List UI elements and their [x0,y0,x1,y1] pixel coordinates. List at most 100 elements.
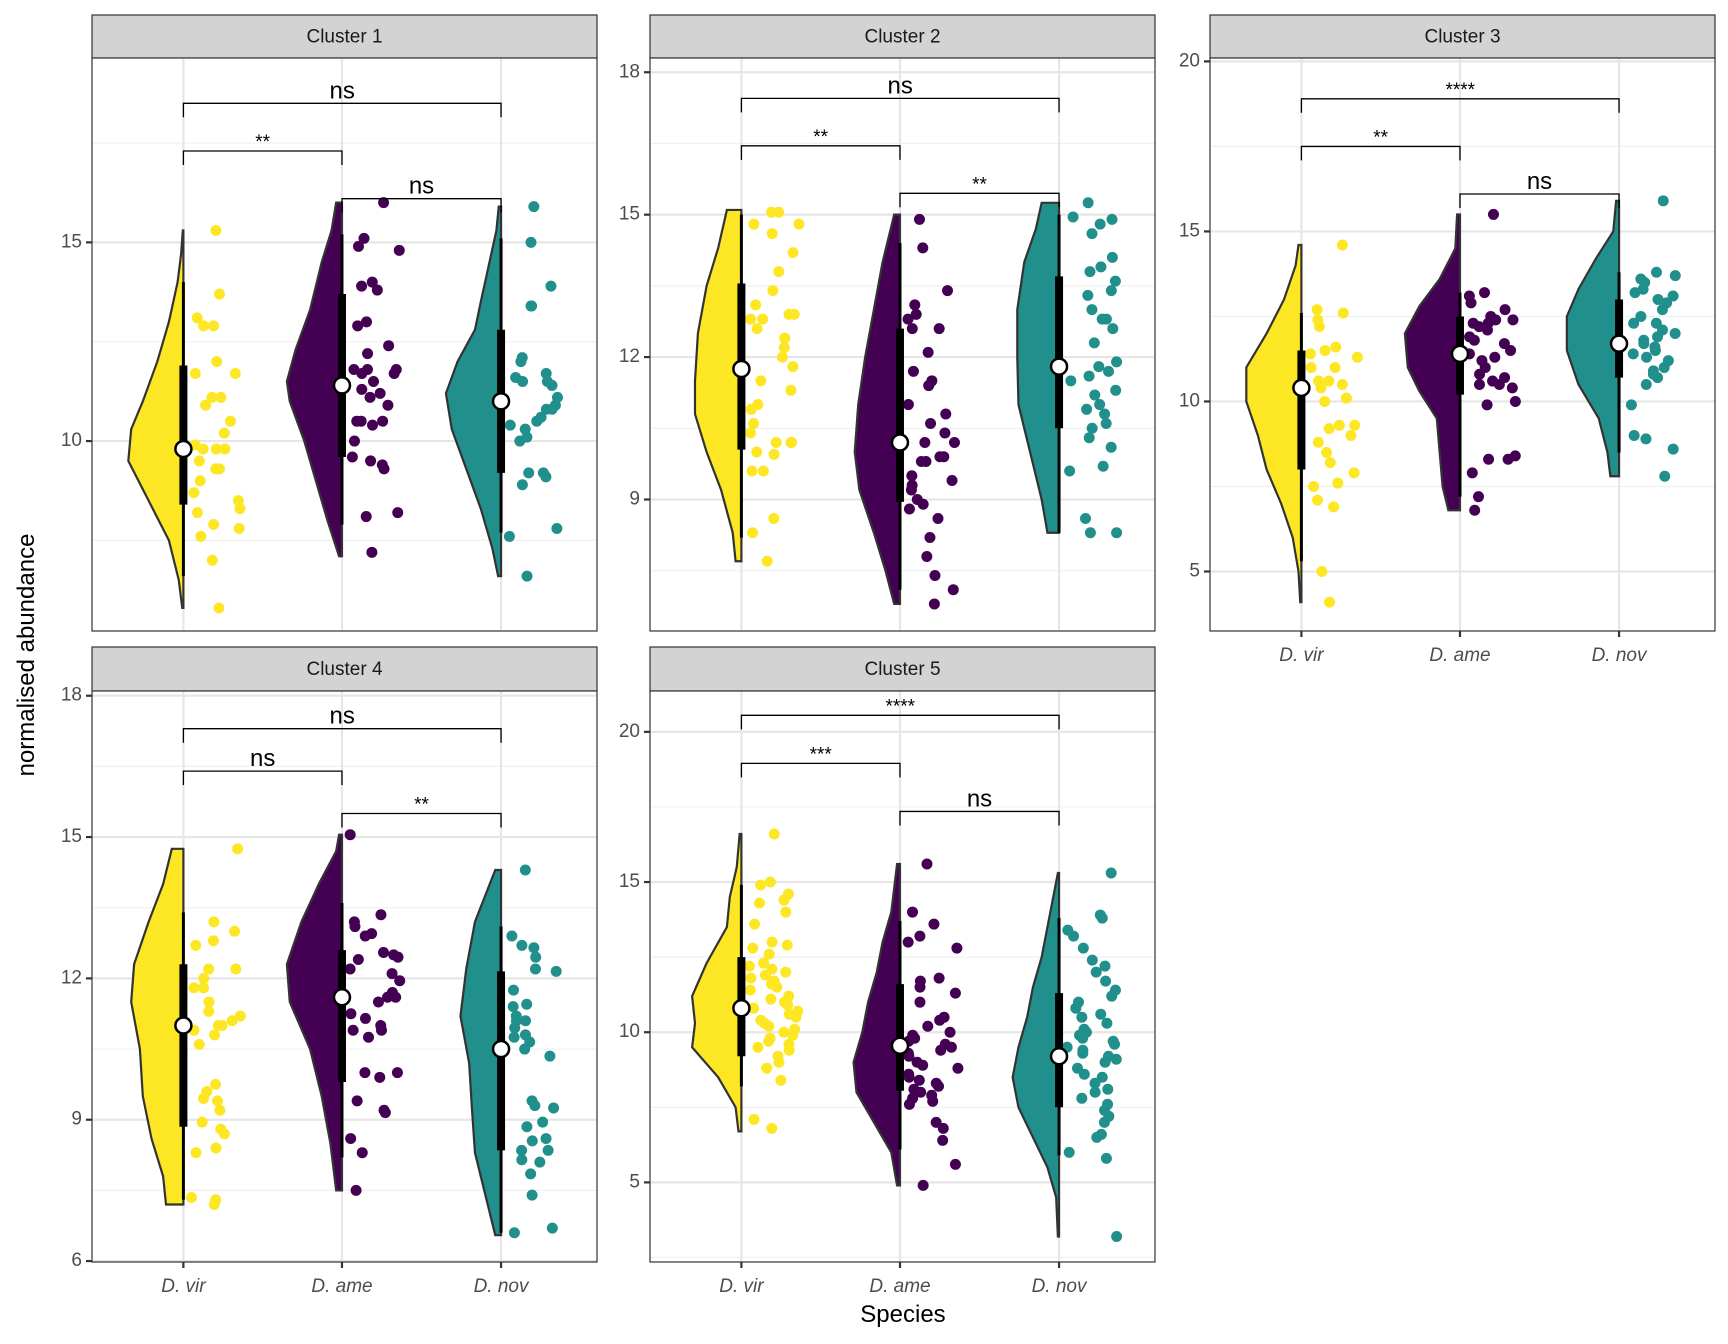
data-point [914,981,926,993]
data-point [1078,1068,1090,1080]
data-point [750,299,762,311]
data-point [198,1093,210,1105]
significance-label: ** [414,794,429,815]
data-point [903,1071,915,1083]
data-point [212,1019,224,1031]
data-point [949,987,961,999]
data-point [1094,218,1106,230]
y-tick-label: 9 [629,489,640,510]
data-point [1088,337,1100,349]
data-point [778,894,790,906]
median-marker [174,439,193,459]
data-point [776,351,788,363]
data-point [761,1062,773,1074]
data-point [194,475,206,487]
significance-bracket [740,97,1060,113]
data-point [195,530,207,542]
data-point [366,928,378,940]
y-axis-title: normalised abundance [13,534,40,777]
data-point [378,946,390,958]
data-point [1652,293,1664,305]
y-tick-label: 15 [619,871,640,892]
data-point [350,1184,362,1196]
data-point [1110,1053,1122,1065]
data-point [744,984,756,996]
data-point [1479,287,1491,299]
data-point [364,391,376,403]
data-point [232,843,244,855]
data-point [206,554,218,566]
data-point [1084,527,1096,539]
data-point [919,437,931,449]
group-d-vir [1245,239,1363,608]
data-point [780,966,792,978]
data-point [1093,361,1105,373]
data-point [952,1062,964,1074]
data-point [376,459,388,471]
data-point [780,906,792,918]
data-point [1629,287,1641,299]
median-marker [1049,357,1069,376]
data-point [1100,313,1112,325]
violin-half [459,868,503,1237]
data-point [366,546,378,558]
median-marker [1450,344,1470,364]
data-point [359,1067,371,1079]
data-point [382,399,394,411]
data-point [1329,361,1341,373]
x-tick-label: D. ame [869,1276,930,1297]
data-point [521,998,533,1010]
data-point [917,498,929,510]
median-marker [332,376,352,395]
data-point [1652,331,1664,343]
data-point [1507,314,1519,326]
significance-label: ns [250,745,275,772]
violin-half [1245,243,1303,604]
data-point [1319,395,1331,407]
data-point [517,375,529,387]
y-tick-label: 15 [61,826,82,847]
data-point [1100,975,1112,987]
data-point [544,1050,556,1062]
data-point [932,512,944,524]
significance-bracket [740,145,901,160]
data-point [534,1156,546,1168]
data-point [1348,467,1360,479]
data-point [914,996,926,1008]
data-point [940,408,952,420]
data-point [1669,270,1681,282]
data-point [903,1050,915,1062]
data-point [1312,436,1324,448]
data-point [362,348,374,360]
data-point [386,968,398,980]
significance-label: ns [967,785,992,812]
group-d-vir [127,224,246,614]
panel-border [1209,57,1716,632]
data-point [928,918,940,930]
data-point [906,906,918,918]
data-point [377,415,389,427]
data-point [516,479,528,491]
data-point [509,1022,521,1034]
significance-bracket [1459,193,1620,209]
x-tick-label: D. nov [1032,1276,1088,1297]
data-point [1345,429,1357,441]
data-point [1324,596,1336,608]
data-point [185,1191,197,1203]
violin-half [285,201,344,558]
data-point [906,470,918,482]
data-point [1082,197,1094,209]
data-point [503,530,515,542]
data-point [917,1059,929,1071]
data-point [1086,422,1098,434]
violin-half [127,229,185,610]
data-point [753,897,765,909]
facet-strip [649,14,1156,59]
data-point [344,963,356,975]
data-point [546,379,558,391]
significance-label: **** [885,696,915,717]
data-point [937,1134,949,1146]
data-point [193,455,205,467]
data-point [1095,261,1107,273]
